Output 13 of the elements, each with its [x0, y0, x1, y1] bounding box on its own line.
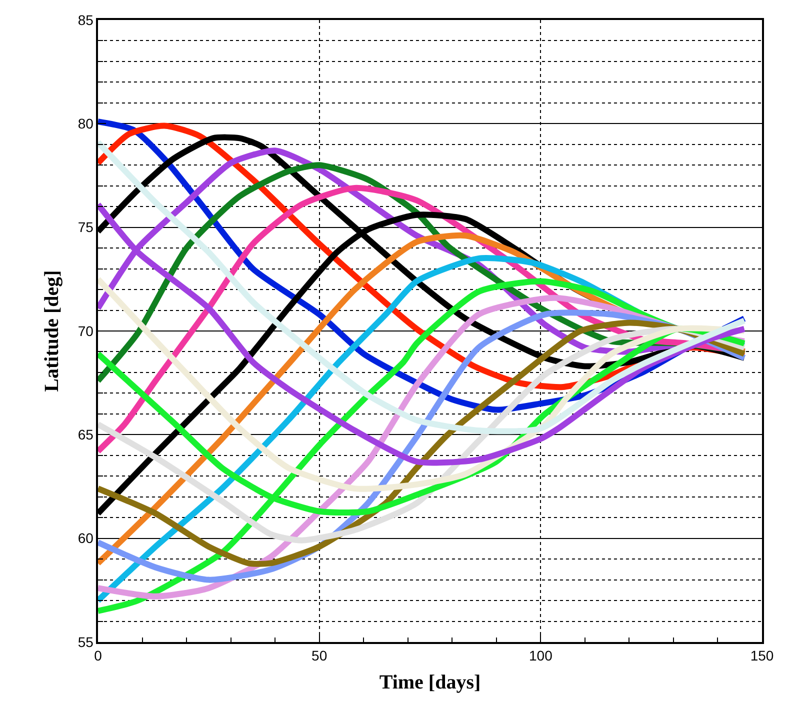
x-tick-label: 100 [528, 648, 553, 664]
x-tick-label: 150 [750, 648, 774, 664]
y-tick-label: 60 [78, 530, 94, 546]
y-tick-label: 80 [78, 116, 94, 132]
x-tick-label: 50 [312, 648, 328, 664]
y-axis-title: Latitude [deg] [40, 270, 63, 392]
x-axis-title: Time [days] [379, 672, 481, 694]
y-tick-label: 70 [78, 322, 94, 339]
y-tick-label: 65 [78, 426, 94, 443]
y-tick-label: 85 [78, 12, 94, 28]
x-tick-label: 0 [94, 648, 102, 664]
y-tick-label: 75 [78, 219, 94, 236]
y-tick-label: 55 [78, 634, 94, 650]
